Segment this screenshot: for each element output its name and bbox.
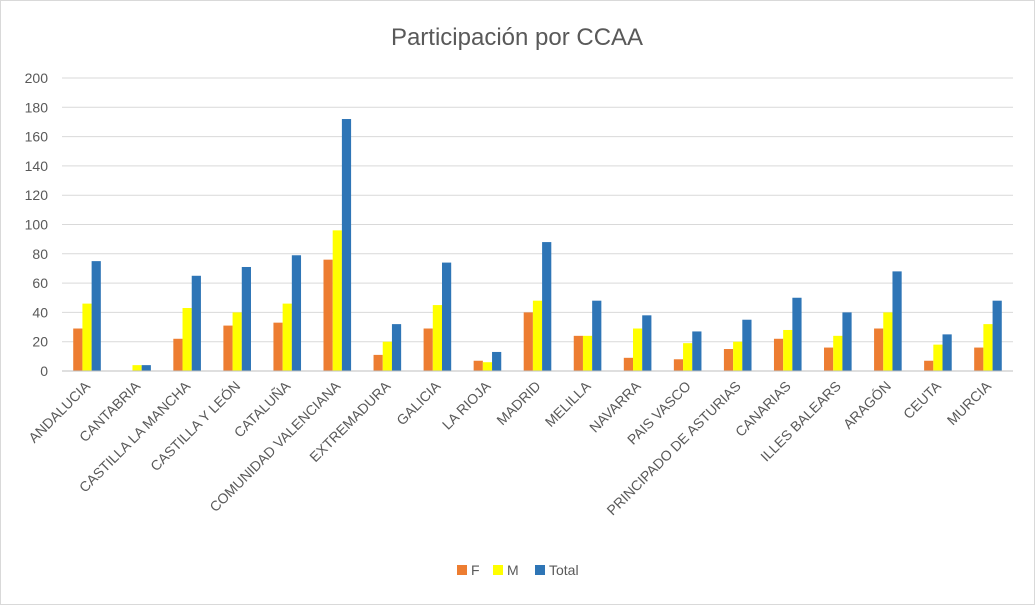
bar-f-15 [824,347,834,371]
y-tick-label: 120 [25,187,49,203]
bar-m-2 [182,308,192,371]
y-tick-label: 100 [25,217,49,233]
bar-m-11 [633,328,643,371]
bar-f-7 [423,328,433,371]
bar-total-17 [942,334,952,371]
y-tick-label: 200 [25,70,49,86]
bar-m-10 [582,335,593,371]
bar-m-3 [232,312,242,371]
bar-f-18 [974,347,984,371]
bar-total-14 [792,297,802,371]
bar-f-9 [523,312,533,371]
legend-swatch-m [493,565,503,575]
bar-f-12 [673,359,684,371]
bar-total-3 [241,266,251,371]
x-category-label: LA RIOJA [439,377,494,432]
gridlines [62,77,1013,343]
legend: F M Total [457,562,579,578]
bar-f-13 [723,349,734,371]
bar-m-9 [532,300,543,371]
bar-f-2 [173,338,183,371]
x-category-label: ARAGÓN [840,378,894,432]
bar-total-1 [141,365,151,371]
bar-f-8 [473,360,483,371]
bar-total-18 [992,300,1002,371]
bar-total-6 [391,324,402,371]
bar-f-4 [273,322,283,371]
y-tick-label: 0 [40,363,48,379]
legend-label-f: F [471,562,480,578]
bar-total-8 [492,351,502,371]
bar-f-11 [623,357,634,371]
legend-label-total: Total [549,562,579,578]
bar-f-0 [73,328,83,371]
x-category-label: MURCIA [944,377,995,428]
bar-m-0 [82,303,92,371]
x-category-label: MADRID [493,378,543,428]
bar-m-13 [733,341,743,371]
bar-total-2 [191,275,201,371]
y-tick-label: 60 [32,275,48,291]
x-category-label: GALICIA [393,377,444,428]
legend-swatch-f [457,565,467,575]
x-category-label: CASTILLA Y LEÓN [147,378,243,474]
bar-f-3 [223,325,233,371]
bar-total-16 [892,271,902,371]
bar-total-4 [291,255,302,371]
bar-m-8 [482,362,493,371]
bar-f-10 [573,335,583,371]
bar-total-10 [592,300,602,371]
x-category-label: MELILLA [542,377,595,430]
bar-total-5 [341,119,352,372]
bar-m-15 [833,335,843,371]
bar-m-14 [783,329,793,371]
bars [73,119,1002,372]
bar-m-17 [933,344,943,371]
y-tick-label: 180 [25,99,49,115]
legend-swatch-total [535,565,545,575]
bar-total-15 [842,312,852,371]
bar-f-5 [323,259,333,371]
bar-total-12 [692,331,702,371]
chart-title: Participación por CCAA [391,24,643,51]
bar-m-16 [883,312,893,371]
legend-label-m: M [507,562,519,578]
bar-f-17 [924,360,934,371]
y-tick-label: 40 [32,304,48,320]
bar-m-5 [332,230,342,371]
bar-m-1 [132,365,142,371]
bar-m-12 [683,343,693,371]
bar-total-7 [441,262,452,371]
bar-m-7 [432,305,442,371]
bar-total-0 [91,261,101,371]
y-tick-label: 140 [25,158,49,174]
bar-total-13 [742,319,752,371]
bar-m-4 [282,303,292,371]
bar-m-6 [382,341,392,371]
bar-f-14 [773,338,784,371]
bar-m-18 [983,324,993,371]
bar-f-16 [874,328,884,371]
bar-total-11 [642,315,652,371]
bar-total-9 [542,242,552,371]
y-tick-label: 80 [32,246,48,262]
y-tick-label: 20 [32,334,48,350]
x-category-label: CEUTA [900,377,945,422]
y-tick-label: 160 [25,129,49,145]
bar-f-6 [373,354,383,371]
y-axis-tick-labels: 0 20 40 60 80 100 120 140 160 180 200 [25,70,49,379]
